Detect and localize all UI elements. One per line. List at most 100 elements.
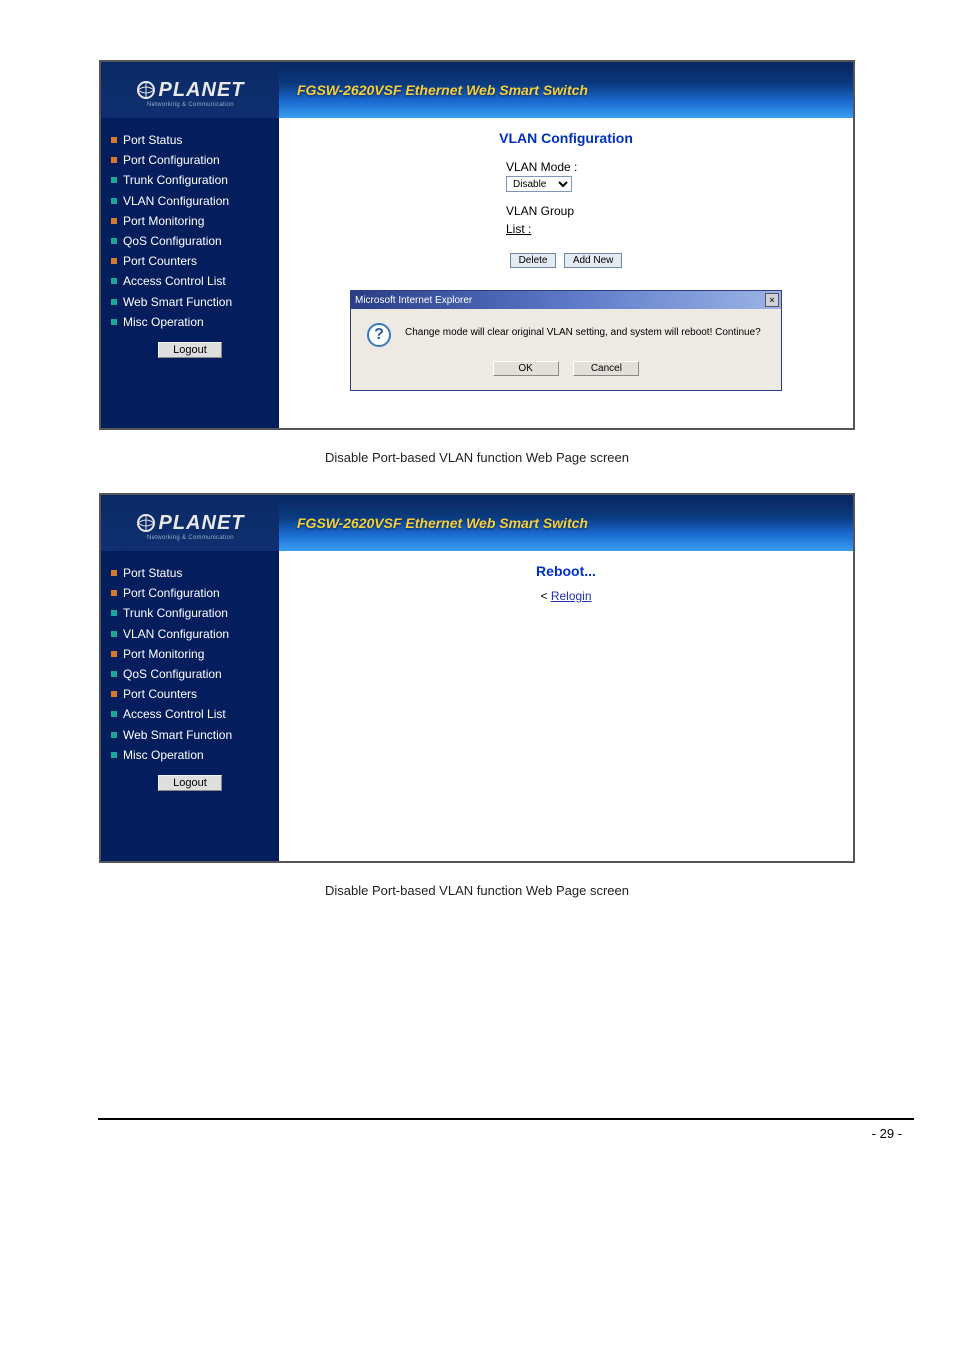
- sidebar-item-vlan-configuration[interactable]: VLAN Configuration: [111, 626, 269, 642]
- vlan-group-list-link[interactable]: List :: [506, 222, 531, 236]
- sidebar-item-qos-configuration[interactable]: QoS Configuration: [111, 666, 269, 682]
- sidebar-item-vlan-configuration[interactable]: VLAN Configuration: [111, 193, 269, 209]
- bullet-icon: [111, 319, 117, 325]
- sidebar-item-label: Access Control List: [123, 706, 226, 722]
- sidebar-item-label: Port Counters: [123, 253, 197, 269]
- sidebar-item-label: Access Control List: [123, 273, 226, 289]
- content-area-vlan: VLAN Configuration VLAN Mode : Disable V…: [279, 118, 853, 428]
- bullet-icon: [111, 157, 117, 163]
- sidebar-item-port-counters[interactable]: Port Counters: [111, 253, 269, 269]
- sidebar-item-port-counters[interactable]: Port Counters: [111, 686, 269, 702]
- delete-button[interactable]: Delete: [510, 253, 557, 268]
- bullet-icon: [111, 691, 117, 697]
- sidebar-item-port-monitoring[interactable]: Port Monitoring: [111, 213, 269, 229]
- bullet-icon: [111, 711, 117, 717]
- logout-button[interactable]: Logout: [158, 775, 222, 791]
- bullet-icon: [111, 732, 117, 738]
- sidebar-item-port-monitoring[interactable]: Port Monitoring: [111, 646, 269, 662]
- sidebar-item-label: VLAN Configuration: [123, 193, 229, 209]
- bullet-icon: [111, 610, 117, 616]
- sidebar-item-label: VLAN Configuration: [123, 626, 229, 642]
- sidebar-item-label: Port Monitoring: [123, 646, 204, 662]
- confirm-dialog: Microsoft Internet Explorer × ? Change m…: [350, 290, 782, 391]
- planet-globe-icon: [136, 513, 156, 533]
- brand-tagline: Networking & Communication: [147, 102, 234, 108]
- figure-caption-2: Disable Port-based VLAN function Web Pag…: [99, 883, 855, 898]
- close-icon: ×: [769, 295, 774, 305]
- product-title: FGSW-2620VSF Ethernet Web Smart Switch: [297, 82, 588, 98]
- sidebar-item-label: Misc Operation: [123, 747, 204, 763]
- bullet-icon: [111, 218, 117, 224]
- logout-button[interactable]: Logout: [158, 342, 222, 358]
- sidebar-item-port-configuration[interactable]: Port Configuration: [111, 585, 269, 601]
- sidebar-item-label: Port Status: [123, 565, 182, 581]
- header-bar: PLANET Networking & Communication FGSW-2…: [101, 495, 853, 551]
- sidebar-item-trunk-configuration[interactable]: Trunk Configuration: [111, 172, 269, 188]
- brand-tagline: Networking & Communication: [147, 535, 234, 541]
- brand-logo: PLANET Networking & Communication: [101, 495, 279, 551]
- product-title: FGSW-2620VSF Ethernet Web Smart Switch: [297, 515, 588, 531]
- sidebar-item-web-smart-function[interactable]: Web Smart Function: [111, 294, 269, 310]
- bullet-icon: [111, 651, 117, 657]
- dialog-close-button[interactable]: ×: [765, 293, 779, 307]
- dialog-ok-button[interactable]: OK: [493, 361, 559, 376]
- bullet-icon: [111, 258, 117, 264]
- vlan-mode-select[interactable]: Disable: [506, 176, 572, 192]
- sidebar-item-label: Misc Operation: [123, 314, 204, 330]
- brand-text: PLANET: [159, 79, 245, 102]
- planet-globe-icon: [136, 80, 156, 100]
- dialog-title: Microsoft Internet Explorer: [355, 295, 472, 306]
- reboot-title: Reboot...: [297, 563, 835, 579]
- dialog-titlebar: Microsoft Internet Explorer ×: [351, 291, 781, 309]
- bullet-icon: [111, 752, 117, 758]
- page-footer: - 29 -: [98, 1118, 914, 1141]
- sidebar-item-qos-configuration[interactable]: QoS Configuration: [111, 233, 269, 249]
- bullet-icon: [111, 631, 117, 637]
- sidebar-item-label: Trunk Configuration: [123, 605, 228, 621]
- header-bar: PLANET Networking & Communication FGSW-2…: [101, 62, 853, 118]
- dialog-message: Change mode will clear original VLAN set…: [405, 323, 761, 338]
- sidebar-item-label: Port Configuration: [123, 152, 220, 168]
- sidebar-item-port-configuration[interactable]: Port Configuration: [111, 152, 269, 168]
- add-new-button[interactable]: Add New: [564, 253, 623, 268]
- bullet-icon: [111, 299, 117, 305]
- screenshot-panel-1: PLANET Networking & Communication FGSW-2…: [99, 60, 855, 430]
- brand-text: PLANET: [159, 512, 245, 535]
- sidebar-item-label: Port Status: [123, 132, 182, 148]
- bullet-icon: [111, 238, 117, 244]
- sidebar-item-web-smart-function[interactable]: Web Smart Function: [111, 727, 269, 743]
- sidebar-item-port-status[interactable]: Port Status: [111, 565, 269, 581]
- sidebar-item-label: Port Configuration: [123, 585, 220, 601]
- sidebar-item-access-control-list[interactable]: Access Control List: [111, 706, 269, 722]
- bullet-icon: [111, 177, 117, 183]
- sidebar-item-label: Trunk Configuration: [123, 172, 228, 188]
- sidebar-item-misc-operation[interactable]: Misc Operation: [111, 747, 269, 763]
- sidebar-item-access-control-list[interactable]: Access Control List: [111, 273, 269, 289]
- figure-caption-1: Disable Port-based VLAN function Web Pag…: [99, 450, 855, 465]
- sidebar-item-port-status[interactable]: Port Status: [111, 132, 269, 148]
- sidebar-item-label: QoS Configuration: [123, 233, 222, 249]
- sidebar-item-label: Port Counters: [123, 686, 197, 702]
- sidebar-item-label: Web Smart Function: [123, 294, 232, 310]
- sidebar-item-trunk-configuration[interactable]: Trunk Configuration: [111, 605, 269, 621]
- sidebar-item-label: QoS Configuration: [123, 666, 222, 682]
- bullet-icon: [111, 278, 117, 284]
- relogin-link[interactable]: Relogin: [551, 589, 592, 603]
- page-number: - 29 -: [872, 1126, 902, 1141]
- vlan-mode-label: VLAN Mode :: [506, 160, 626, 174]
- bullet-icon: [111, 671, 117, 677]
- bullet-icon: [111, 590, 117, 596]
- dialog-cancel-button[interactable]: Cancel: [573, 361, 639, 376]
- sidebar-item-label: Web Smart Function: [123, 727, 232, 743]
- bullet-icon: [111, 198, 117, 204]
- sidebar-item-misc-operation[interactable]: Misc Operation: [111, 314, 269, 330]
- page-title: VLAN Configuration: [297, 130, 835, 146]
- question-icon: ?: [367, 323, 391, 347]
- sidebar-nav: Port Status Port Configuration Trunk Con…: [101, 551, 279, 861]
- content-area-reboot: Reboot... < Relogin: [279, 551, 853, 861]
- vlan-group-label: VLAN Group: [506, 204, 626, 218]
- relogin-prefix: <: [540, 589, 550, 603]
- bullet-icon: [111, 570, 117, 576]
- brand-logo: PLANET Networking & Communication: [101, 62, 279, 118]
- bullet-icon: [111, 137, 117, 143]
